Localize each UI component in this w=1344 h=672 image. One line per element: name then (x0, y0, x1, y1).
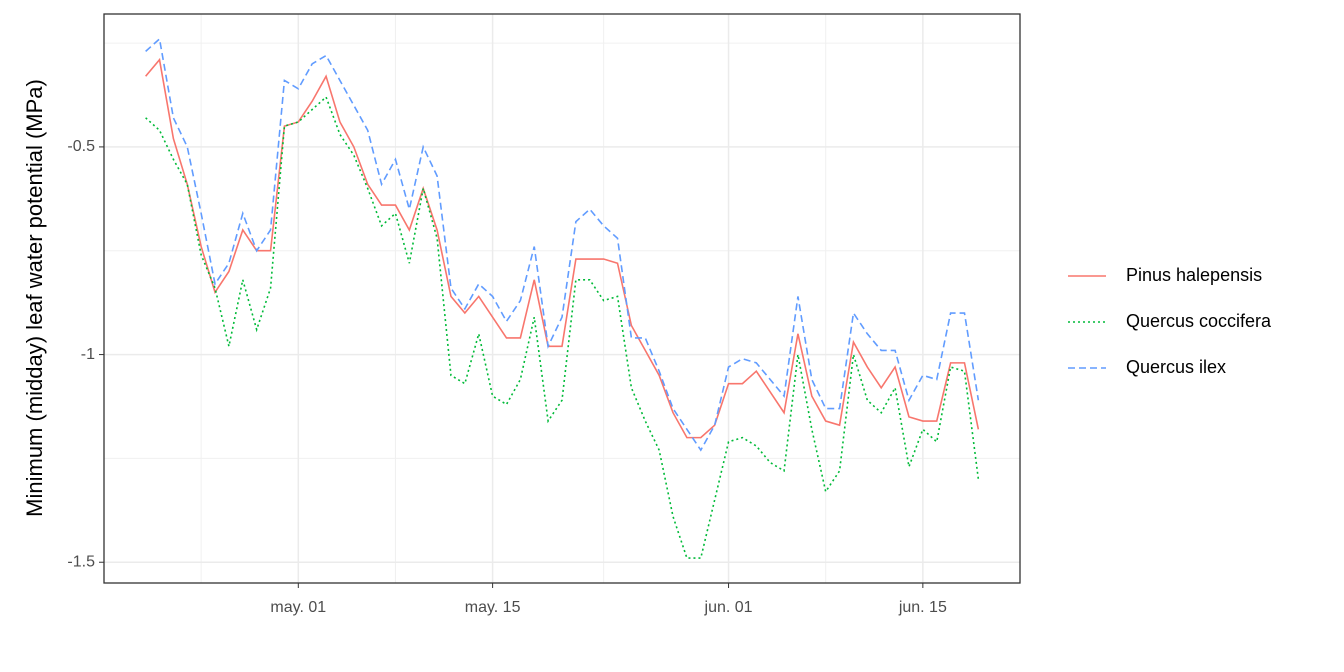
legend-label: Quercus coccifera (1126, 311, 1272, 331)
y-axis-title: Minimum (midday) leaf water potential (M… (22, 79, 47, 517)
y-tick-label: -1 (81, 346, 95, 363)
series-line (145, 95, 980, 559)
x-tick-label: may. 01 (270, 599, 326, 616)
x-tick-label: jun. 01 (704, 599, 753, 616)
series-line (145, 57, 980, 439)
plot-border (103, 13, 1021, 584)
x-tick-label: jun. 15 (898, 599, 947, 616)
x-tick-label: may. 15 (465, 599, 521, 616)
y-tick-label: -1.5 (67, 553, 95, 570)
legend-label: Quercus ilex (1126, 357, 1226, 377)
series-line (145, 37, 980, 452)
y-tick-label: -0.5 (67, 138, 95, 155)
legend-label: Pinus halepensis (1126, 265, 1262, 285)
plot-background (104, 14, 1020, 583)
